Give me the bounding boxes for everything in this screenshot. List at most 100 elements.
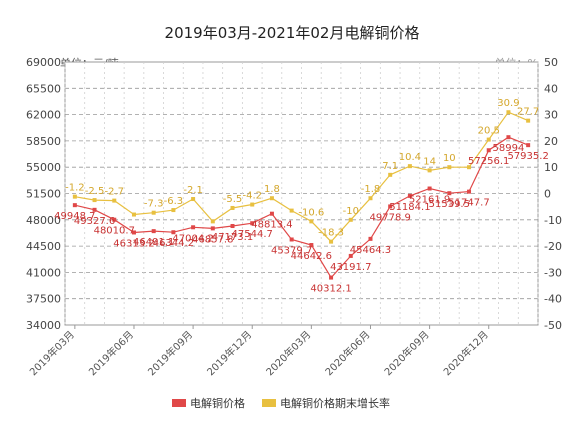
- growth-point: [329, 239, 334, 244]
- growth-data-label: -10: [343, 206, 359, 217]
- growth-data-label: 7.1: [382, 161, 398, 172]
- price-point: [506, 135, 511, 140]
- price-point: [92, 207, 97, 212]
- legend-swatch-growth: [262, 399, 276, 407]
- right-tick-label: -50: [544, 319, 562, 332]
- price-data-label: 51539.5: [429, 199, 470, 210]
- left-tick-label: 37500: [26, 293, 61, 306]
- price-data-label: 45379.7: [271, 245, 312, 256]
- right-tick-label: 50: [544, 56, 558, 69]
- x-tick-label: 2020年12月: [441, 328, 491, 378]
- price-data-label: 57935.2: [507, 151, 548, 162]
- price-point: [526, 143, 531, 148]
- growth-point: [348, 217, 353, 222]
- price-data-label: 40312.1: [310, 284, 351, 295]
- right-tick-label: -40: [544, 293, 562, 306]
- legend-swatch-price: [172, 399, 186, 407]
- left-tick-label: 58500: [26, 135, 61, 148]
- price-point: [210, 226, 215, 231]
- growth-data-label: -1.8: [361, 184, 381, 195]
- right-tick-label: -10: [544, 214, 562, 227]
- price-point: [151, 229, 156, 234]
- legend[interactable]: 电解铜价格 电解铜价格期末增长率: [172, 396, 390, 410]
- price-data-label: 58994: [493, 143, 525, 154]
- x-tick-label: 2019年09月: [145, 328, 195, 378]
- price-data-label: 49778.9: [370, 212, 411, 223]
- left-axis: 34000 37500 41000 44500 48000 51500 55000 58500…: [26, 56, 61, 332]
- growth-data-label: 1.8: [264, 184, 280, 195]
- growth-data-label: -18.3: [318, 228, 344, 239]
- grid-lines: [64, 61, 539, 326]
- growth-point: [210, 219, 215, 224]
- price-data-label: 43191.7: [330, 262, 371, 273]
- price-point: [131, 230, 136, 235]
- growth-point: [72, 194, 77, 199]
- price-point: [289, 237, 294, 242]
- left-tick-label: 69000: [26, 56, 61, 69]
- price-point: [467, 189, 472, 194]
- price-point: [368, 236, 373, 241]
- growth-point: [407, 164, 412, 169]
- x-tick-label: 2020年03月: [263, 328, 313, 378]
- price-data-label: 49327.6: [74, 216, 115, 227]
- price-data-label: 48813.4: [251, 220, 292, 231]
- right-tick-label: -20: [544, 240, 562, 253]
- series-group: [72, 110, 531, 280]
- price-point: [250, 221, 255, 226]
- growth-point: [368, 196, 373, 201]
- x-tick-label: 2020年09月: [381, 328, 431, 378]
- right-tick-label: -30: [544, 266, 562, 279]
- price-line: [74, 136, 529, 279]
- chart-title: 2019年03月-2021年02月电解铜价格: [165, 24, 420, 42]
- growth-point: [112, 198, 117, 203]
- price-point: [230, 224, 235, 229]
- growth-point: [230, 205, 235, 210]
- growth-data-label: -6.3: [164, 196, 184, 207]
- price-point: [348, 253, 353, 258]
- growth-point: [506, 110, 511, 115]
- growth-point: [388, 172, 393, 177]
- price-data-label: 52161.9: [409, 195, 450, 206]
- growth-data-label: -2.5: [85, 186, 105, 197]
- price-point: [72, 203, 77, 208]
- x-tick-label: 2020年06月: [322, 328, 372, 378]
- left-tick-label: 51500: [26, 188, 61, 201]
- x-tick-label: 2019年12月: [204, 328, 254, 378]
- price-data-label: 49948.7: [54, 211, 95, 222]
- price-point: [427, 186, 432, 191]
- growth-point: [250, 202, 255, 207]
- growth-data-label: 10.4: [399, 152, 421, 163]
- left-tick-label: 41000: [26, 266, 61, 279]
- legend-label-price: 电解铜价格: [190, 396, 245, 410]
- growth-data-label: -2.1: [183, 185, 203, 196]
- right-tick-label: 10: [544, 161, 558, 174]
- growth-point: [131, 212, 136, 217]
- growth-data-label: -7.3: [144, 199, 164, 210]
- growth-point: [309, 219, 314, 224]
- growth-data-label: -5.5: [223, 194, 243, 205]
- price-data-label: 46344.2: [153, 238, 194, 249]
- legend-label-growth: 电解铜价格期末增长率: [280, 396, 390, 410]
- left-tick-label: 55000: [26, 161, 61, 174]
- price-data-label: 46313.2: [113, 238, 154, 249]
- growth-data-label: -2.7: [105, 187, 125, 198]
- growth-data-label: -1.2: [65, 183, 85, 194]
- growth-point: [447, 165, 452, 170]
- price-point: [486, 148, 491, 153]
- x-tick-label: 2019年03月: [27, 328, 77, 378]
- growth-point: [171, 208, 176, 213]
- price-data-label: 51747.7: [448, 198, 489, 209]
- price-point: [269, 211, 274, 216]
- right-tick-label: 20: [544, 135, 558, 148]
- price-point: [447, 191, 452, 196]
- price-data-label: 47173.1: [212, 232, 253, 243]
- right-axis: -50 -40 -30 -20 -10 0 10 20 30 40 50: [544, 56, 562, 332]
- price-point: [112, 217, 117, 222]
- left-tick-label: 48000: [26, 214, 61, 227]
- growth-point: [269, 196, 274, 201]
- growth-point: [427, 168, 432, 173]
- growth-data-label: 20.5: [478, 126, 500, 137]
- growth-point: [92, 198, 97, 203]
- left-tick-label: 65500: [26, 82, 61, 95]
